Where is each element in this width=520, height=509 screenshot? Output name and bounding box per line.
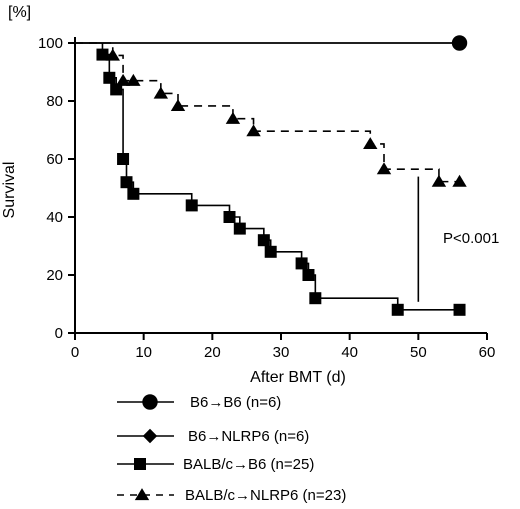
series-line [75, 42, 460, 183]
y-axis-title: Survival [1, 162, 18, 219]
data-point-square [302, 269, 315, 281]
x-tick-label: 60 [479, 344, 496, 361]
x-tick-label: 30 [273, 344, 290, 361]
legend-label: B6→NLRP6 (n=6) [188, 428, 309, 445]
legend-marker-triangle [134, 488, 150, 501]
data-point-triangle [431, 174, 447, 187]
data-point-square [110, 83, 123, 96]
y-tick-label: 20 [46, 267, 63, 284]
data-point-triangle [153, 86, 169, 99]
data-point-square [117, 153, 130, 165]
x-tick-label: 20 [204, 344, 221, 361]
legend-label: BALB/c→B6 (n=25) [183, 456, 314, 473]
data-point-square [391, 303, 404, 316]
data-point-square [264, 245, 277, 258]
legend-marker-square [134, 458, 146, 470]
data-point-triangle [452, 174, 467, 187]
legend-item: B6→NLRP6 (n=6) [117, 428, 309, 445]
data-point-square [295, 257, 308, 270]
data-point-triangle [225, 111, 241, 124]
x-tick-label: 0 [71, 344, 79, 361]
x-tick-label: 10 [135, 344, 152, 361]
data-point-triangle [246, 124, 261, 137]
x-tick-label: 50 [410, 344, 427, 361]
y-tick-label: 40 [46, 209, 63, 226]
legend-item: BALB/c→B6 (n=25) [117, 456, 314, 473]
data-point-triangle [115, 73, 131, 86]
legend-marker-circle [142, 394, 158, 410]
series-triangle [75, 42, 467, 187]
data-point-square [185, 199, 198, 212]
y-unit-label: [%] [8, 4, 31, 21]
legend-label: B6→B6 (n=6) [190, 394, 281, 411]
annotation-layer: P<0.001 [417, 176, 499, 302]
legend-item: BALB/c→NLRP6 (n=23) [117, 487, 346, 504]
legend: B6→B6 (n=6) B6→NLRP6 (n=6) BALB/c→B6 (n=25… [117, 394, 346, 504]
y-tick-label: 100 [38, 35, 63, 52]
data-point-triangle [170, 99, 186, 112]
legend-item: B6→B6 (n=6) [117, 394, 281, 411]
p-value-label: P<0.001 [443, 230, 499, 247]
y-tick-label: 0 [55, 325, 63, 342]
data-point-square [309, 292, 322, 305]
data-point-square [453, 303, 466, 316]
axes: 0 20 40 60 80 100 0 10 20 30 40 50 60 [38, 35, 495, 361]
data-point-square [257, 234, 270, 247]
data-point-square [120, 176, 133, 189]
data-point-triangle [376, 162, 392, 175]
x-tick-label: 40 [341, 344, 358, 361]
series-layer [75, 35, 468, 316]
data-point-triangle [363, 137, 378, 150]
y-tick-label: 60 [46, 151, 63, 168]
data-point-triangle [126, 73, 141, 86]
data-point-square [103, 71, 116, 84]
y-tick-label: 80 [46, 93, 63, 110]
data-point-square [233, 222, 246, 235]
legend-label: BALB/c→NLRP6 (n=23) [185, 487, 346, 504]
x-axis-title: After BMT (d) [250, 369, 346, 386]
data-point-square [96, 48, 109, 61]
series-square [75, 42, 466, 316]
data-point-triangle [105, 48, 120, 61]
data-point-square [127, 187, 140, 200]
data-point-square [223, 211, 236, 223]
legend-marker-diamond [142, 428, 158, 444]
